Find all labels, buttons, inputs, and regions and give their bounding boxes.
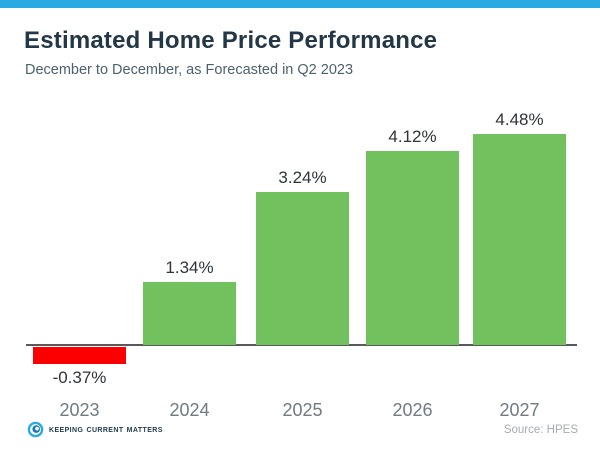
source-attribution: Source: HPES — [503, 424, 578, 436]
x-tick-label: 2027 — [499, 400, 540, 420]
bar-value-label: 1.34% — [165, 257, 214, 277]
x-tick-label: 2026 — [392, 400, 433, 420]
bar-2027 — [473, 133, 566, 345]
page-title: Estimated Home Price Performance — [24, 27, 438, 54]
bar-value-label: 4.48% — [495, 109, 544, 129]
page-subtitle: December to December, as Forecasted in Q… — [25, 62, 354, 78]
bar-value-label: 4.12% — [388, 126, 437, 146]
bar-2023 — [33, 347, 126, 365]
x-axis-line — [26, 344, 577, 346]
kcm-swirl-icon — [27, 421, 44, 438]
bar-value-label: -0.37% — [52, 368, 107, 388]
x-tick-label: 2025 — [282, 400, 323, 420]
bar-2024 — [143, 281, 236, 345]
x-tick-label: 2024 — [169, 400, 210, 420]
chart-header: Estimated Home Price Performance Decembe… — [24, 27, 576, 79]
bar-chart: -0.37% 2023 1.34% 2024 3.24% 2025 4.12% 2026 4.4… — [26, 100, 577, 430]
bar-2025 — [256, 192, 349, 345]
bar-value-label: 3.24% — [278, 168, 327, 188]
top-accent-bar — [0, 0, 600, 8]
bar-2026 — [366, 150, 459, 345]
x-tick-label: 2023 — [59, 400, 100, 420]
brand-logo-text: Keeping Current Matters — [49, 424, 163, 435]
brand-logo: Keeping Current Matters — [27, 421, 163, 438]
